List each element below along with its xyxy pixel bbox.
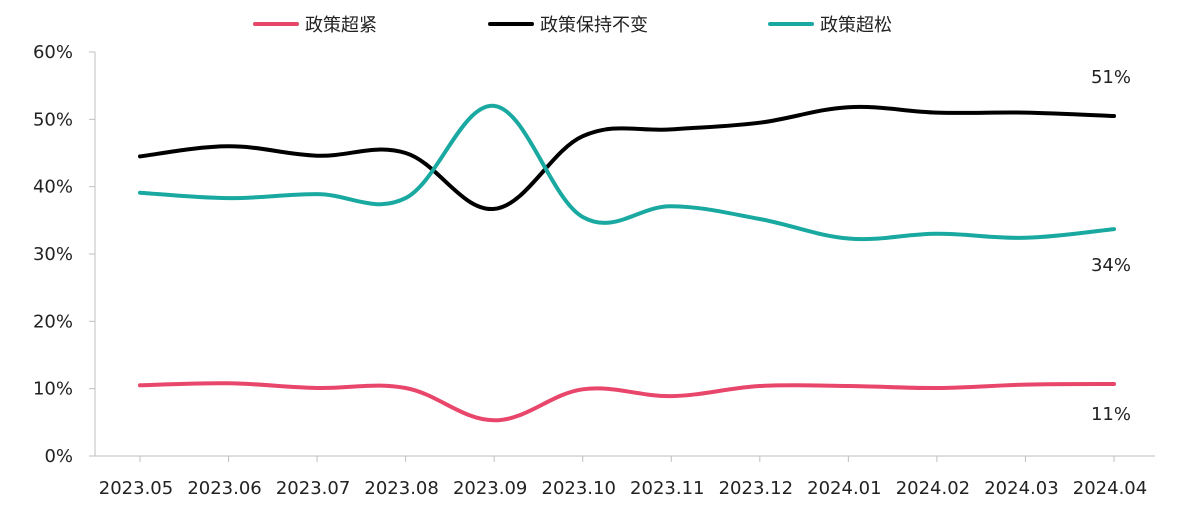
x-tick-label: 2023.12 [719,478,793,499]
y-tick-label: 30% [33,244,73,265]
series-layer [138,103,1116,423]
x-tick-label: 2023.11 [630,478,704,499]
end-labels: 11% 51% 34% [1091,67,1131,425]
series-line-2 [138,103,1116,242]
x-tick-label: 2024.01 [807,478,881,499]
x-axis: 2023.05 2023.06 2023.07 2023.08 2023.09 2023.… [95,455,1155,499]
end-label-1: 51% [1091,67,1131,88]
y-axis: 0% 10% 20% 30% 40% 50% 60% [33,42,96,467]
y-tick-label: 50% [33,109,73,130]
y-tick-label: 60% [33,42,73,63]
x-tick-label: 2023.10 [542,478,616,499]
legend-label-2: 政策超松 [820,15,892,36]
x-tick-label: 2023.05 [99,478,173,499]
x-tick-label: 2024.04 [1073,478,1147,499]
legend-label-1: 政策保持不变 [540,15,648,36]
x-tick-label: 2024.03 [984,478,1058,499]
y-tick-label: 20% [33,311,73,332]
x-tick-label: 2023.07 [276,478,350,499]
x-tick-label: 2023.08 [364,478,438,499]
legend-label-0: 政策超紧 [305,15,377,36]
end-label-0: 11% [1091,404,1131,425]
series-line-0 [138,381,1116,423]
series-line-1 [138,104,1116,211]
legend: 政策超紧 政策保持不变 政策超松 [253,15,892,36]
end-label-2: 34% [1091,255,1131,276]
y-tick-label: 10% [33,379,73,400]
y-tick-label: 0% [44,446,73,467]
x-tick-label: 2023.06 [187,478,261,499]
y-tick-label: 40% [33,177,73,198]
x-tick-label: 2023.09 [453,478,527,499]
x-tick-label: 2024.02 [896,478,970,499]
